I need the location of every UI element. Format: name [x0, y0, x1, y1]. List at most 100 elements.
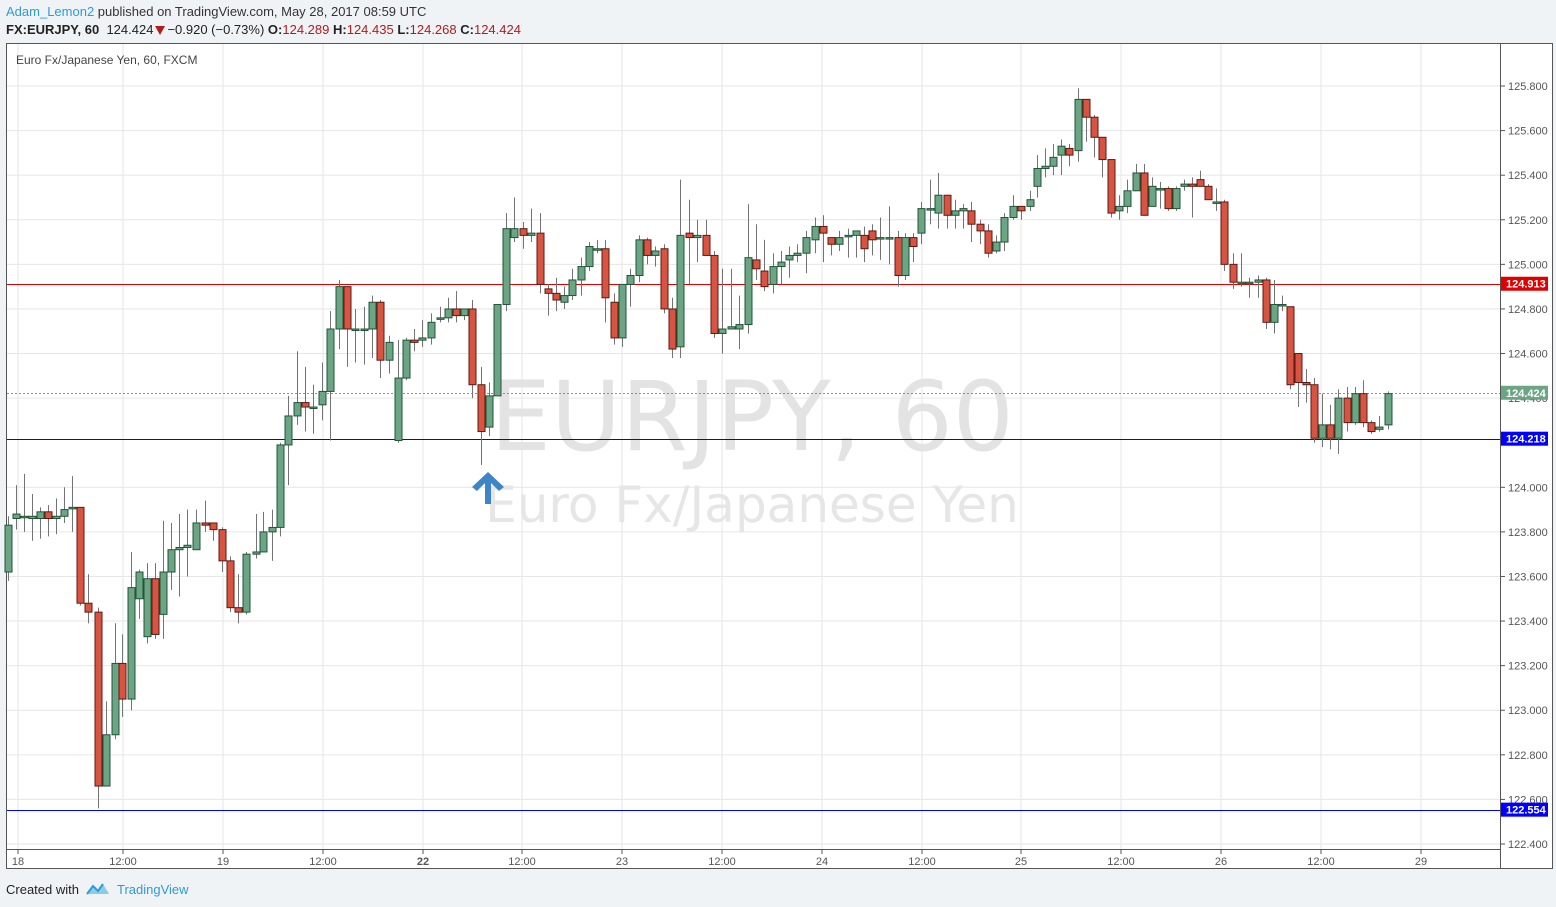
tradingview-link[interactable]: TradingView	[116, 881, 189, 897]
candle	[1041, 148, 1050, 178]
candle	[410, 329, 419, 352]
price-axis[interactable]: 125.800 125.600 125.400 125.200 125.000 124.8…	[1500, 81, 1548, 851]
author-link[interactable]: Adam_Lemon2	[6, 4, 95, 19]
candle	[1196, 170, 1205, 187]
candle	[626, 268, 635, 307]
candle	[102, 701, 111, 787]
candle	[376, 300, 385, 379]
candle	[702, 219, 711, 256]
candle	[76, 506, 85, 606]
candle	[351, 308, 360, 363]
candle	[744, 204, 753, 334]
candle	[984, 224, 993, 258]
candle	[793, 244, 802, 263]
candle	[718, 268, 727, 354]
svg-text:23: 23	[616, 856, 628, 868]
svg-text:122.800: 122.800	[1508, 750, 1548, 762]
open-value: 124.289	[282, 22, 330, 37]
svg-text:12:00: 12:00	[1307, 856, 1335, 868]
svg-text:124.424: 124.424	[1506, 388, 1547, 400]
candle	[427, 313, 436, 345]
candle	[183, 509, 192, 577]
candle	[1375, 415, 1384, 432]
open-label: O:	[267, 22, 283, 37]
candle	[1278, 295, 1287, 312]
candle	[118, 634, 127, 717]
candle	[601, 239, 610, 323]
candle	[852, 230, 861, 258]
candle	[992, 235, 1001, 254]
candle	[1326, 404, 1335, 450]
candle	[276, 442, 285, 537]
candle	[1359, 380, 1368, 428]
candle	[693, 219, 702, 263]
publish-info: Adam_Lemon2 published on TradingView.com…	[6, 4, 426, 19]
symbol-label: FX:EURJPY, 60	[6, 22, 100, 37]
candle	[418, 320, 427, 347]
candle	[151, 563, 160, 639]
candle	[309, 384, 318, 434]
candle	[1270, 279, 1279, 334]
chart-frame	[6, 43, 1553, 869]
candle	[769, 253, 778, 294]
svg-text:29: 29	[1415, 856, 1427, 868]
candle	[226, 556, 235, 613]
candle	[111, 623, 120, 740]
candle	[477, 366, 486, 465]
candle	[760, 239, 769, 292]
low-value: 124.268	[409, 22, 457, 37]
svg-text:22: 22	[417, 856, 429, 868]
candle	[1090, 114, 1099, 158]
svg-text:12:00: 12:00	[109, 856, 137, 868]
candle	[343, 286, 352, 367]
candle	[1026, 190, 1035, 211]
candle	[444, 297, 453, 323]
candle	[68, 476, 77, 532]
candle	[752, 224, 761, 280]
svg-text:123.800: 123.800	[1508, 527, 1548, 539]
candle	[536, 213, 545, 294]
svg-text:122.400: 122.400	[1508, 839, 1548, 851]
candle	[4, 516, 13, 581]
candle	[1049, 143, 1058, 176]
candle	[894, 230, 903, 287]
candle	[293, 351, 302, 425]
candle	[1318, 393, 1327, 448]
chart-legend: Euro Fx/Japanese Yen, 60, FXCM	[16, 53, 198, 67]
svg-text:12:00: 12:00	[1107, 856, 1135, 868]
candle	[811, 217, 820, 254]
arrow-up-icon[interactable]	[472, 472, 504, 504]
svg-text:EURJPY, 60: EURJPY, 60	[490, 361, 1014, 473]
candle	[1188, 177, 1197, 218]
candle	[234, 574, 243, 624]
candle	[192, 509, 201, 551]
candle	[127, 551, 136, 711]
candle	[1065, 143, 1074, 167]
svg-text:125.800: 125.800	[1508, 81, 1548, 93]
candle	[1000, 213, 1009, 251]
svg-text:123.000: 123.000	[1508, 705, 1548, 717]
candle	[1123, 179, 1132, 214]
svg-text:123.600: 123.600	[1508, 571, 1548, 583]
created-with-label: Created with	[6, 881, 79, 897]
down-triangle-icon	[155, 26, 166, 36]
candle	[560, 286, 569, 309]
svg-text:125.000: 125.000	[1508, 259, 1548, 271]
candle	[1286, 306, 1295, 390]
candle	[94, 607, 103, 809]
svg-text:12:00: 12:00	[708, 856, 736, 868]
candle	[1294, 353, 1303, 408]
time-axis[interactable]: 18 12:00 19 12:00 22 12:00 23 12:00 24 12:00 25 12:…	[12, 849, 1427, 868]
candles	[4, 88, 1393, 809]
candle	[951, 199, 960, 229]
candle	[593, 239, 602, 254]
candle	[1172, 186, 1181, 211]
svg-text:123.400: 123.400	[1508, 616, 1548, 628]
candle	[368, 295, 377, 358]
candle	[1033, 155, 1042, 198]
grid	[7, 44, 1500, 849]
candle	[394, 340, 403, 443]
svg-text:26: 26	[1215, 856, 1227, 868]
candle	[242, 551, 251, 615]
